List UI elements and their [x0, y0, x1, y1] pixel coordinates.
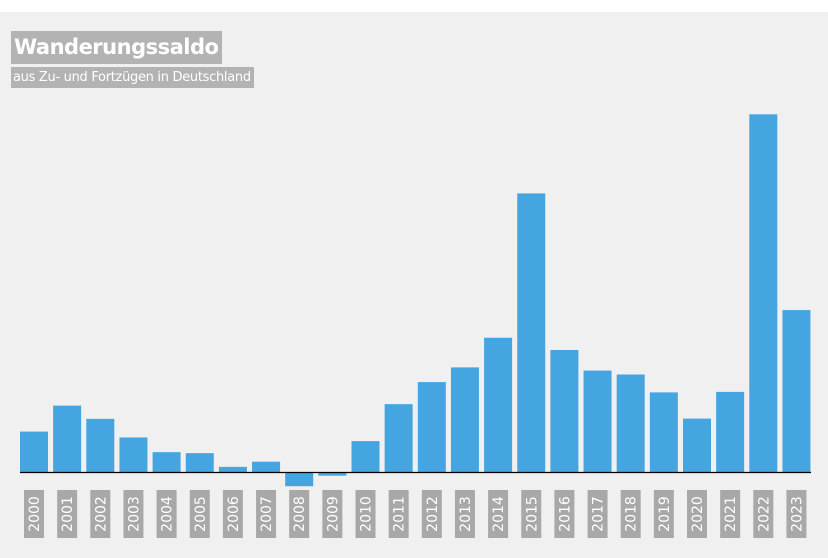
tick-label-2017: 2017: [591, 496, 607, 532]
bar-2007: [252, 461, 281, 473]
tick-label-bg-2013: [454, 490, 475, 538]
tick-label-2020: 2020: [690, 496, 706, 532]
bar-2010: [351, 441, 380, 473]
bar-2002: [86, 418, 115, 473]
bar-2014: [484, 337, 513, 473]
tick-label-2003: 2003: [126, 496, 142, 532]
tick-label-2010: 2010: [359, 496, 375, 532]
bar-2020: [683, 418, 711, 473]
tick-label-2021: 2021: [723, 496, 739, 532]
tick-label-2001: 2001: [60, 496, 76, 532]
tick-label-bg-2009: [322, 490, 343, 538]
tick-label-bg-2014: [488, 490, 509, 538]
bar-2008: [285, 472, 314, 487]
tick-label-bg-2015: [521, 490, 542, 538]
tick-label-bg-2020: [687, 490, 707, 538]
tick-label-2007: 2007: [259, 496, 275, 532]
bar-2016: [550, 350, 579, 473]
tick-label-bg-2002: [90, 490, 111, 538]
tick-label-bg-2021: [720, 490, 741, 538]
bar-2022: [749, 114, 778, 473]
tick-label-2022: 2022: [756, 496, 772, 532]
bar-2018: [616, 374, 645, 473]
tick-label-bg-2006: [222, 490, 243, 538]
tick-label-bg-2022: [753, 490, 774, 538]
bar-2023: [782, 310, 811, 473]
tick-label-2002: 2002: [93, 496, 109, 532]
tick-label-bg-2010: [355, 490, 376, 538]
chart-subtitle: aus Zu- und Fortzügen in Deutschland: [11, 67, 254, 88]
tick-label-bg-2018: [620, 490, 641, 538]
bar-2012: [417, 382, 446, 473]
tick-label-2023: 2023: [789, 496, 805, 532]
bar-2011: [384, 404, 413, 473]
tick-label-2016: 2016: [557, 496, 573, 532]
bar-2004: [152, 452, 181, 473]
tick-label-bg-2023: [786, 490, 807, 538]
tick-label-2018: 2018: [624, 496, 640, 532]
tick-label-bg-2017: [587, 490, 608, 538]
tick-label-bg-2007: [256, 490, 277, 538]
tick-label-bg-2005: [189, 490, 210, 538]
chart-title: Wanderungssaldo: [11, 31, 223, 64]
tick-label-bg-2001: [57, 490, 78, 538]
tick-label-2011: 2011: [392, 496, 408, 532]
tick-label-2006: 2006: [226, 496, 242, 532]
tick-label-2019: 2019: [657, 496, 673, 532]
x-axis-ticks: 2000 2001 2002 2003 2004 2005 2006 2007 2008 2009…: [24, 490, 807, 538]
bar-2009: [318, 472, 347, 476]
tick-label-2000: 2000: [27, 496, 43, 532]
bar-2013: [450, 367, 479, 473]
tick-label-2008: 2008: [292, 496, 308, 532]
tick-label-2013: 2013: [458, 496, 474, 532]
tick-label-bg-2019: [653, 490, 674, 538]
tick-label-bg-2011: [388, 490, 409, 538]
tick-label-bg-2000: [24, 490, 44, 538]
tick-label-bg-2004: [156, 490, 177, 538]
bar-2003: [119, 437, 148, 473]
bar-2015: [517, 193, 546, 473]
tick-label-bg-2016: [554, 490, 575, 538]
bars-group: [20, 114, 811, 487]
bar-2019: [649, 392, 678, 473]
tick-label-bg-2012: [421, 490, 442, 538]
bar-2000: [20, 431, 48, 473]
tick-label-2014: 2014: [491, 496, 507, 532]
tick-label-2015: 2015: [524, 496, 540, 532]
bar-2017: [583, 370, 612, 473]
bar-2021: [716, 391, 745, 473]
bar-2006: [218, 466, 247, 473]
tick-label-bg-2003: [123, 490, 144, 538]
tick-label-bg-2008: [289, 490, 310, 538]
tick-label-2004: 2004: [160, 496, 176, 532]
tick-label-2009: 2009: [325, 496, 341, 532]
tick-label-2005: 2005: [193, 496, 209, 532]
bar-2005: [185, 453, 214, 473]
tick-label-2012: 2012: [425, 496, 441, 532]
bar-2001: [53, 405, 82, 473]
